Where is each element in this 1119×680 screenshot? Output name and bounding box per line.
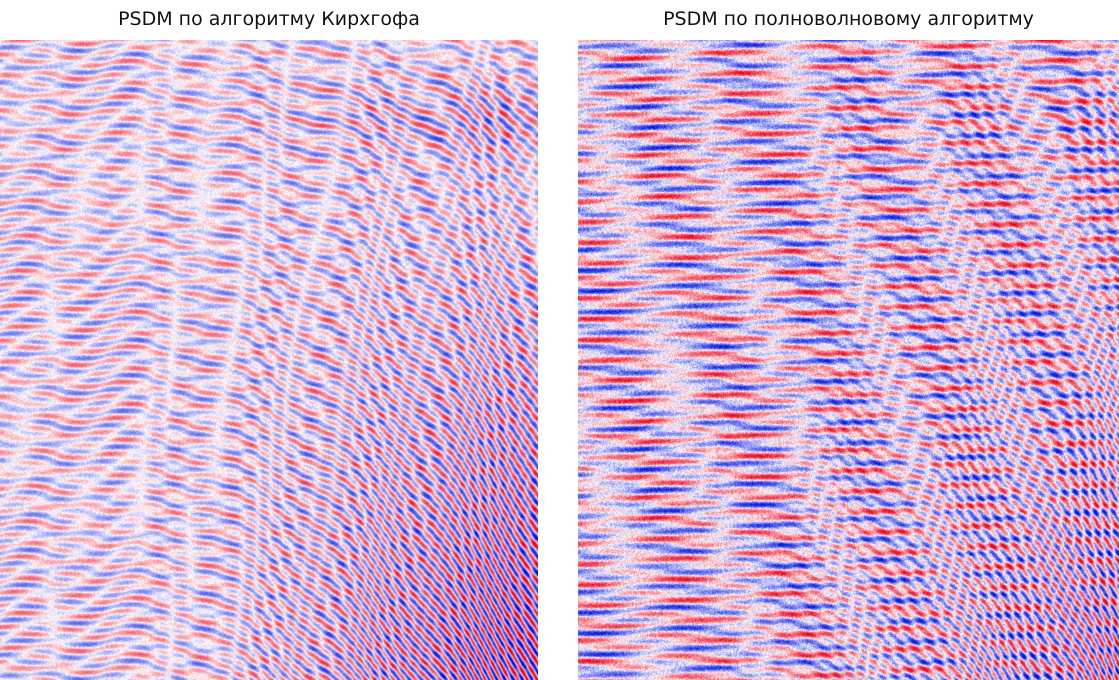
full-wave-panel-title: PSDM по полноволновому алгоритму xyxy=(663,8,1034,30)
kirchhoff-panel-title: PSDM по алгоритму Кирхгофа xyxy=(118,8,420,30)
kirchhoff-seismic-image xyxy=(0,40,538,680)
full-wave-panel: PSDM по полноволновому алгоритму xyxy=(578,0,1119,680)
kirchhoff-panel: PSDM по алгоритму Кирхгофа xyxy=(0,0,538,680)
full-wave-seismic-image xyxy=(578,40,1119,680)
